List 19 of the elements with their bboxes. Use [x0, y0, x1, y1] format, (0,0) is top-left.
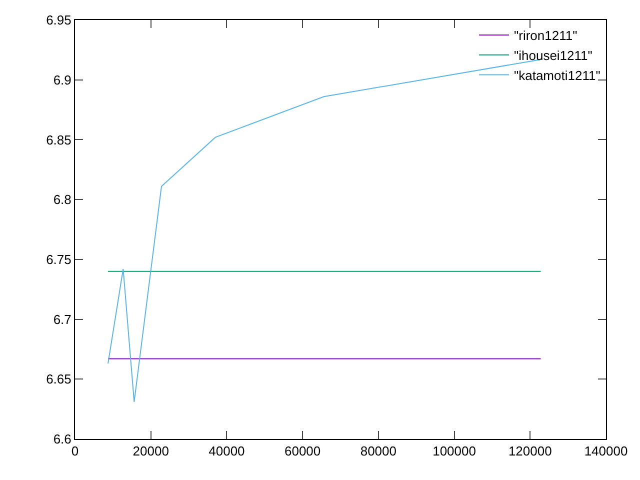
x-tick-label: 100000	[432, 444, 476, 459]
x-tick-label: 120000	[508, 444, 552, 459]
x-tick-label: 40000	[208, 444, 245, 459]
y-tick-label: 6.9	[53, 72, 72, 88]
legend-label: "riron1211"	[514, 28, 578, 44]
y-tick-label: 6.7	[53, 312, 72, 327]
y-tick-label: 6.75	[46, 252, 72, 267]
x-tick-label: 60000	[284, 444, 321, 459]
x-tick-label: 80000	[360, 444, 397, 459]
y-tick-label: 6.8	[53, 192, 72, 208]
legend-label: "katamoti1211"	[514, 68, 601, 83]
y-tick-label: 6.6	[53, 432, 72, 447]
x-tick-label: 20000	[132, 444, 169, 459]
y-tick-label: 6.65	[46, 372, 72, 387]
x-tick-label: 140000	[584, 444, 628, 459]
legend-label: "ihousei1211"	[514, 48, 593, 63]
y-tick-label: 6.95	[46, 12, 72, 28]
x-tick-label: 0	[71, 444, 79, 459]
y-tick-label: 6.85	[46, 132, 72, 148]
